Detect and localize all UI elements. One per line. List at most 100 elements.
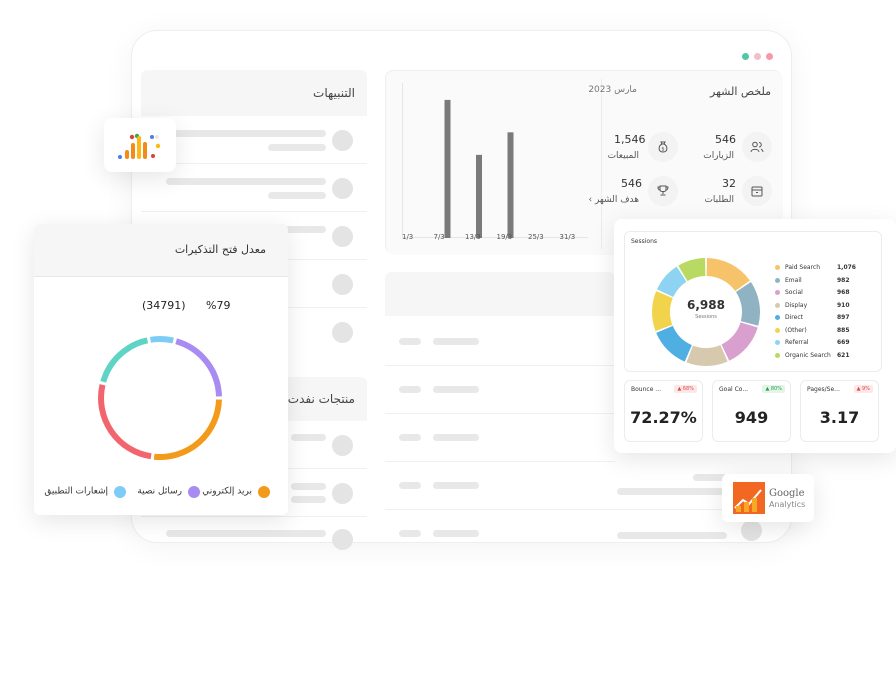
- list-item[interactable]: [141, 517, 367, 550]
- legend-dot: [775, 327, 780, 333]
- table-row[interactable]: [385, 510, 782, 541]
- google-analytics-line1: Google: [769, 488, 805, 499]
- sessions-total-label: Sessions: [695, 314, 717, 320]
- month-summary-title: ملخص الشهر: [710, 85, 771, 98]
- metric-card[interactable]: Goal Co... ▲ 80% 949: [712, 380, 791, 442]
- orders-value: 32: [722, 177, 736, 190]
- legend-label: Direct: [785, 314, 803, 321]
- legend-label: رسائل نصية: [137, 486, 182, 497]
- window-dot-red[interactable]: [766, 53, 773, 60]
- sessions-legend-item: Social 968: [775, 289, 855, 297]
- sessions-legend-item: Direct 897: [775, 314, 855, 322]
- svg-text:$: $: [661, 147, 664, 153]
- legend-dot: [775, 290, 780, 295]
- legend-value: 1,076: [837, 264, 856, 271]
- x-tick-label: 25/3: [528, 233, 544, 241]
- x-tick-label: 31/3: [559, 233, 576, 241]
- legend-dot: [775, 315, 780, 320]
- ring-segment-3: [686, 344, 728, 366]
- window-dot-green[interactable]: [742, 53, 749, 60]
- legend-label: (Other): [785, 326, 807, 334]
- ring-segment-2: [721, 321, 758, 361]
- sessions-legend-item: Display 910: [775, 302, 855, 310]
- legend-label: Paid Search: [785, 264, 821, 271]
- table-row[interactable]: [385, 316, 615, 366]
- sales-value: 1,546: [614, 133, 646, 146]
- sales-label: المبيعات: [607, 151, 639, 161]
- bar-app-icon: [104, 118, 176, 172]
- alerts-panel-header: التنبيهات: [141, 70, 367, 116]
- reminders-open-rate-card: معدل فتح التذكيرات %79 (34791) بريد إلكت…: [34, 224, 288, 515]
- list-item[interactable]: [141, 469, 367, 517]
- ring-segment-0: [153, 399, 222, 460]
- ring-segment-2: [100, 337, 149, 383]
- list-item[interactable]: [141, 308, 367, 356]
- ring-segment-4: [175, 338, 222, 397]
- metric-title: Pages/Se...: [807, 386, 840, 393]
- ring-segment-7: [678, 258, 706, 282]
- sessions-legend-item: Paid Search 1,076: [775, 264, 856, 272]
- google-analytics-logo-icon: [733, 482, 765, 514]
- legend-dot: [114, 485, 126, 498]
- legend-item: بريد إلكتروني: [202, 481, 270, 498]
- ring-segment-1: [98, 384, 152, 460]
- legend-label: Organic Search: [785, 351, 831, 359]
- orders-label: الطلبات: [704, 195, 734, 205]
- metric-card[interactable]: Pages/Se... ▲ 9% 3.17: [800, 380, 879, 442]
- bar-19-3: [507, 132, 514, 238]
- sessions-legend-item: Referral 669: [775, 339, 855, 347]
- box-icon: [742, 176, 772, 206]
- bar-chart: [444, 99, 514, 238]
- out-of-stock-title: منتجات نفدت: [287, 392, 355, 406]
- legend-label: إشعارات التطبيق: [44, 486, 108, 497]
- legend-label: بريد إلكتروني: [202, 486, 252, 497]
- sessions-widget: Sessions 6,988 Sessions Paid Search 1,076…: [614, 219, 896, 453]
- list-item[interactable]: [141, 164, 367, 212]
- metric-change-badge: ▲ 80%: [762, 385, 785, 393]
- metric-change-badge: ▲ 9%: [853, 385, 873, 393]
- metric-value: 3.17: [819, 408, 860, 427]
- google-analytics-badge: Google Analytics: [722, 474, 814, 522]
- sessions-donut: [652, 258, 760, 366]
- legend-value: 968: [837, 289, 850, 296]
- reminders-legend: بريد إلكتروني رسائل نصية إشعارات التطبيق: [34, 481, 288, 498]
- month-summary-card: 1/3 7/3 13/3 19/3 25/3 31/3 ملخص الشهر مارس 2…: [385, 70, 783, 255]
- reminders-donut: [98, 336, 222, 460]
- sessions-legend-item: Email 982: [775, 277, 855, 285]
- reminders-title: معدل فتح التذكيرات: [174, 243, 266, 256]
- legend-value: 885: [837, 326, 850, 334]
- legend-value: 910: [837, 301, 850, 309]
- visits-value: 546: [715, 133, 736, 146]
- alerts-title: التنبيهات: [313, 86, 355, 100]
- metrics-row: Bounce ... ▲ 68% 72.27% Goal Co... ▲ 80% 949 P…: [624, 380, 884, 444]
- sessions-chart-card: Sessions 6,988 Sessions Paid Search 1,076…: [624, 231, 882, 372]
- x-tick-label: 19/3: [496, 233, 513, 241]
- reminders-percent: %79: [206, 299, 231, 312]
- ring-segment-1: [735, 282, 760, 326]
- google-analytics-line2: Analytics: [769, 500, 806, 509]
- metric-card[interactable]: Bounce ... ▲ 68% 72.27%: [624, 380, 703, 442]
- metric-change-badge: ▲ 68%: [674, 385, 697, 393]
- window-dot-pink[interactable]: [754, 53, 761, 60]
- sessions-legend-item: (Other) 885: [775, 327, 855, 335]
- metric-title: Goal Co...: [719, 386, 749, 393]
- ring-segment-0: [706, 258, 750, 292]
- users-icon: [742, 132, 772, 162]
- legend-value: 621: [837, 351, 850, 359]
- metric-title: Bounce ...: [631, 386, 662, 393]
- trophy-icon: [648, 176, 678, 206]
- legend-value: 669: [837, 339, 850, 346]
- goal-link[interactable]: هدف الشهر ›: [588, 195, 639, 205]
- metric-value: 949: [734, 408, 769, 427]
- ring-segment-5: [652, 291, 673, 332]
- table-row[interactable]: [385, 366, 615, 414]
- list-item[interactable]: [141, 116, 367, 164]
- sessions-legend: Paid Search 1,076 Email 982 Social 968 Display…: [775, 264, 856, 364]
- table-row[interactable]: [385, 414, 615, 462]
- legend-item: رسائل نصية: [137, 481, 200, 498]
- legend-dot: [775, 265, 780, 270]
- money-bag-icon: $: [648, 132, 678, 162]
- legend-label: Social: [785, 289, 803, 296]
- legend-dot: [188, 485, 200, 498]
- bar-13-3: [476, 154, 482, 238]
